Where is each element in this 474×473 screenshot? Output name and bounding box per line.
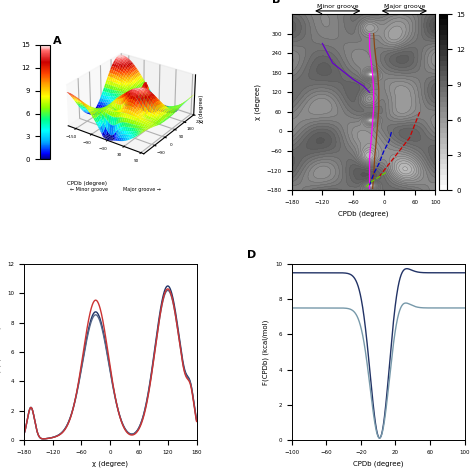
Y-axis label: χ (degree): χ (degree) <box>255 84 261 120</box>
Text: B: B <box>272 0 280 5</box>
Text: χ (degree): χ (degree) <box>199 95 204 123</box>
Text: CPDb (degree): CPDb (degree) <box>67 181 108 186</box>
Text: Major groove: Major groove <box>383 4 425 9</box>
Text: Minor groove: Minor groove <box>317 4 358 9</box>
Text: D: D <box>246 251 256 261</box>
Y-axis label: F(CPDb) (kcal/mol): F(CPDb) (kcal/mol) <box>263 319 269 385</box>
Text: Major groove →: Major groove → <box>123 187 161 193</box>
Text: ← Minor groove: ← Minor groove <box>70 187 108 193</box>
Text: A: A <box>53 35 62 45</box>
Y-axis label: F(χ) (kcal/mol): F(χ) (kcal/mol) <box>0 326 1 377</box>
X-axis label: CPDb (degree): CPDb (degree) <box>338 210 389 217</box>
X-axis label: CPDb (degree): CPDb (degree) <box>353 460 403 467</box>
X-axis label: χ (degree): χ (degree) <box>92 460 128 467</box>
